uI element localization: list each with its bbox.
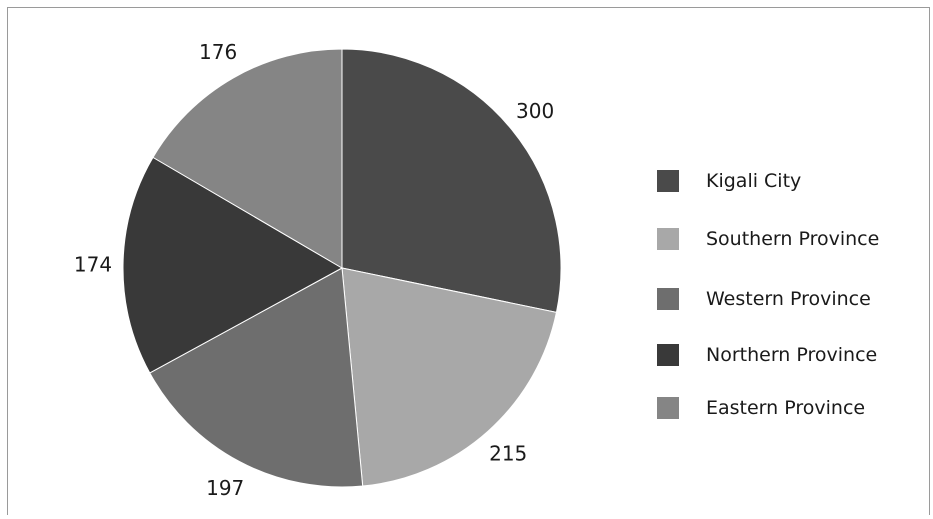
legend-swatch-eastern-province [657,397,679,419]
data-label-northern-province: 174 [74,252,112,276]
chart-frame [7,7,930,515]
legend-swatch-northern-province [657,344,679,366]
data-labels: 300 215 197 174 176 [74,40,554,500]
legend-swatch-western-province [657,288,679,310]
legend-swatch-kigali-city [657,170,679,192]
data-label-southern-province: 215 [489,441,527,465]
legend-item-eastern-province: Eastern Province [657,395,865,421]
pie-slices [122,48,562,488]
legend-label: Kigali City [706,170,802,192]
pie-slice-western-province [149,267,364,488]
legend-swatch-southern-province [657,228,679,250]
data-label-eastern-province: 176 [199,40,237,64]
legend-label: Northern Province [706,344,878,366]
legend-label: Western Province [706,288,871,310]
pie-slice-southern-province [341,267,558,487]
data-label-kigali-city: 300 [516,99,554,123]
legend-item-northern-province: Northern Province [657,342,877,368]
pie-slice-kigali-city [341,48,562,313]
pie-slice-eastern-province [152,48,343,269]
legend-label: Eastern Province [706,397,866,419]
legend-item-western-province: Western Province [657,286,871,312]
legend-item-kigali-city: Kigali City [657,168,801,194]
legend-label: Southern Province [706,228,880,250]
data-label-western-province: 197 [206,476,244,500]
legend-item-southern-province: Southern Province [657,226,879,252]
pie-slice-northern-province [122,156,344,374]
